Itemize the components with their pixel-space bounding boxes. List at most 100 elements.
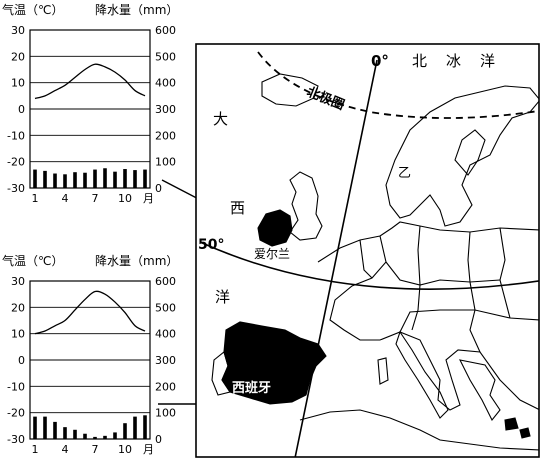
precip-bar [53, 173, 57, 188]
label-meridian-0: 0° [371, 52, 389, 70]
aegean-islands [504, 417, 519, 431]
chart2-x-ticks: 1 4 7 10 月 [32, 443, 155, 456]
y-tick-label-temp: 0 [18, 103, 25, 116]
y-tick-label-temp: 30 [11, 275, 25, 288]
precip-bar [113, 171, 117, 188]
border-a [385, 261, 501, 286]
precip-bar [143, 169, 147, 188]
iceland-outline [261, 73, 319, 107]
chart1-left-ticks: 30 20 10 0 -10 -20 -30 [7, 24, 25, 195]
great-britain-outline [289, 171, 323, 241]
chart1-gridlines [30, 55, 150, 163]
y-tick-label-precip: 100 [155, 407, 176, 420]
x-tick-label-month: 月 [143, 443, 154, 456]
label-yi: 乙 [398, 166, 411, 181]
portugal-outline [211, 351, 231, 396]
precip-bar [33, 169, 37, 188]
border-e [399, 309, 539, 333]
chart2-gridlines [30, 306, 150, 414]
corsica-sardinia [377, 357, 389, 385]
label-atlantic-xi: 西 [230, 199, 245, 217]
parallel-50-line [199, 241, 539, 290]
precip-bar [93, 169, 97, 188]
y-tick-label-precip: 200 [155, 129, 176, 142]
y-tick-label-precip: 400 [155, 328, 176, 341]
x-tick-label: 4 [62, 192, 69, 205]
y-tick-label-precip: 200 [155, 380, 176, 393]
precip-bar [33, 416, 37, 439]
sweden-finland-border [454, 129, 486, 176]
chart2-temp-line [34, 290, 146, 335]
label-spain: 西班牙 [232, 380, 271, 396]
precip-bar [113, 432, 117, 439]
y-tick-label-temp: 20 [11, 301, 25, 314]
chart2-left-ticks: 30 20 10 0 -10 -20 -30 [7, 275, 25, 446]
chart2-right-ticks: 600 500 400 300 200 100 0 [155, 275, 176, 446]
y-tick-label-precip: 400 [155, 77, 176, 90]
x-tick-label: 4 [62, 443, 69, 456]
precip-bar [143, 415, 147, 439]
y-tick-label-precip: 300 [155, 103, 176, 116]
y-tick-label-precip: 0 [155, 433, 162, 446]
precip-bar [83, 433, 87, 439]
precip-bar [123, 169, 127, 188]
y-tick-label-temp: 20 [11, 50, 25, 63]
chart1-temp-line [34, 63, 146, 100]
north-africa-coast [299, 409, 539, 451]
y-tick-label-temp: -30 [7, 433, 25, 446]
chart2-right-title: 降水量（mm） [95, 254, 178, 268]
y-tick-label-precip: 300 [155, 354, 176, 367]
precip-bar [123, 423, 127, 439]
y-tick-label-precip: 500 [155, 301, 176, 314]
y-tick-label-temp: -30 [7, 182, 25, 195]
precip-bar [43, 170, 47, 188]
x-tick-label: 10 [118, 443, 132, 456]
border-d [359, 239, 373, 279]
y-tick-label-precip: 500 [155, 50, 176, 63]
label-parallel-50: 50° [198, 237, 224, 253]
y-tick-label-temp: 10 [11, 77, 25, 90]
x-tick-label: 1 [32, 192, 39, 205]
x-tick-label: 1 [32, 443, 39, 456]
precip-bar [53, 421, 57, 439]
chart2-left-title: 气温（℃） [2, 253, 63, 268]
y-tick-label-temp: -20 [7, 156, 25, 169]
mainland-north-coast [317, 221, 539, 263]
precip-bar [63, 427, 67, 439]
precip-bar [133, 416, 137, 439]
prime-meridian-line [294, 59, 378, 457]
border-f [499, 227, 511, 319]
precip-bar [133, 170, 137, 188]
y-tick-label-precip: 100 [155, 156, 176, 169]
precip-bar [103, 168, 107, 188]
label-atlantic-da: 大 [213, 110, 228, 128]
precip-bar [73, 429, 77, 439]
y-tick-label-temp: 10 [11, 328, 25, 341]
label-arctic-ocean: 北 冰 洋 [412, 52, 497, 70]
chart1-precip-bars [33, 168, 147, 188]
y-tick-label-precip: 600 [155, 24, 176, 37]
y-tick-label-temp: -20 [7, 407, 25, 420]
precip-bar [83, 172, 87, 188]
aegean-islands-2 [519, 427, 531, 439]
y-tick-label-temp: 30 [11, 24, 25, 37]
chart1-x-ticks: 1 4 7 10 月 [32, 192, 155, 205]
precip-bar [73, 172, 77, 188]
chart1-left-title: 气温（℃） [2, 2, 63, 17]
x-tick-label: 7 [92, 443, 99, 456]
scandinavia-outline [385, 85, 539, 227]
precip-bar [63, 174, 67, 188]
y-tick-label-precip: 600 [155, 275, 176, 288]
border-c [467, 231, 481, 353]
y-tick-label-temp: -10 [7, 129, 25, 142]
italy-outline [395, 330, 449, 419]
border-b [411, 225, 421, 331]
label-atlantic-yang: 洋 [215, 288, 230, 306]
arctic-circle-line [257, 51, 539, 119]
x-tick-label: 10 [118, 192, 132, 205]
x-tick-label-month: 月 [143, 192, 154, 205]
y-tick-label-precip: 0 [155, 182, 162, 195]
